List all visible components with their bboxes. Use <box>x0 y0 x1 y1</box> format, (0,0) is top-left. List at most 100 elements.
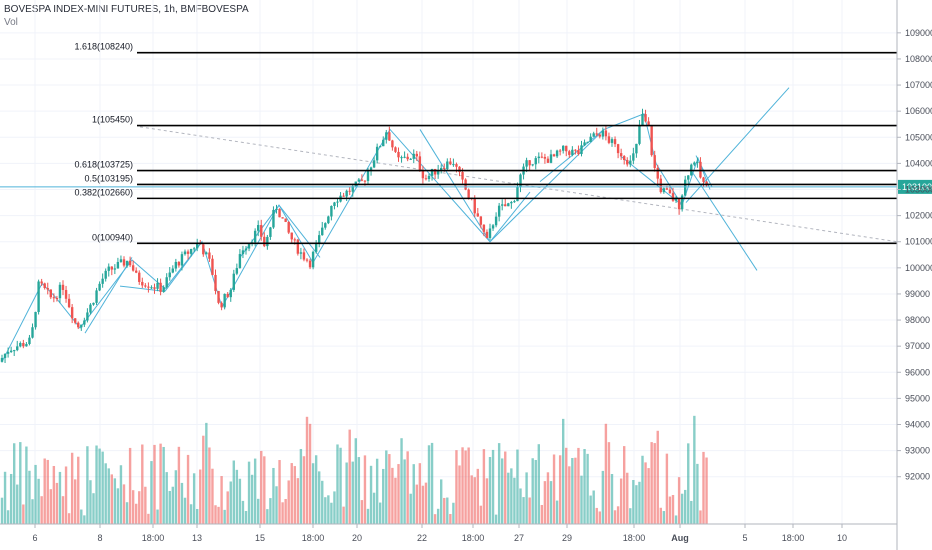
volume-bar <box>235 469 239 524</box>
volume-bar <box>409 493 412 524</box>
candle-body <box>595 133 598 135</box>
candle-body <box>247 243 251 249</box>
candle-body <box>19 343 22 347</box>
volume-bars <box>0 415 708 524</box>
volume-bar <box>491 449 495 524</box>
trend-line <box>84 257 133 334</box>
candle-body <box>159 282 162 292</box>
candle-body <box>153 287 156 289</box>
candle-body <box>665 188 669 190</box>
candle-body <box>260 225 263 237</box>
volume-bar <box>232 460 235 524</box>
candle-body <box>40 281 43 284</box>
candle-body <box>382 139 385 147</box>
candle-body <box>491 225 495 229</box>
candle-body <box>67 298 71 308</box>
volume-bar <box>473 477 476 524</box>
volume-bar <box>342 506 345 524</box>
volume-bar <box>494 514 498 524</box>
candle-body <box>58 284 62 299</box>
volume-bar <box>257 498 260 524</box>
candle-body <box>156 282 159 289</box>
candle-body <box>687 175 690 180</box>
candle-body <box>549 154 553 163</box>
x-tick-label: 6 <box>32 533 37 543</box>
candle-body <box>632 153 635 161</box>
candle-body <box>592 133 595 137</box>
volume-bar <box>375 458 379 524</box>
volume-bar <box>562 418 565 524</box>
candle-body <box>635 143 638 154</box>
volume-bar <box>324 497 327 524</box>
volume-bar <box>516 449 519 524</box>
volume-bar <box>583 449 586 524</box>
candle-body <box>192 248 196 250</box>
candle-body <box>31 327 34 338</box>
x-tick-label: 22 <box>417 533 427 543</box>
candle-body <box>440 167 443 171</box>
candle-body <box>345 190 348 197</box>
volume-bar <box>318 471 321 524</box>
candle-body <box>537 156 540 159</box>
candle-body <box>580 145 583 155</box>
volume-bar <box>580 475 583 524</box>
candle-body <box>680 195 684 210</box>
volume-bar <box>348 429 351 524</box>
volume-bar <box>690 500 693 524</box>
dashed-trend-line <box>139 126 898 243</box>
candle-body <box>22 343 25 347</box>
volume-bar <box>135 503 138 524</box>
candle-body <box>238 254 242 269</box>
volume-bar <box>6 510 10 524</box>
volume-bar <box>693 415 696 524</box>
volume-bar <box>574 457 577 524</box>
candle-body <box>626 159 629 165</box>
volume-bar <box>284 498 287 524</box>
volume-bar <box>632 480 635 524</box>
volume-bar <box>671 494 675 524</box>
candle-body <box>293 239 296 241</box>
volume-bar <box>86 446 89 524</box>
volume-bar <box>226 491 229 524</box>
candle-body <box>333 202 336 206</box>
candle-body <box>196 242 199 249</box>
candle-body <box>296 239 300 254</box>
candle-body <box>180 254 184 266</box>
candle-body <box>55 297 59 299</box>
fib-level-label: 0.382(102660) <box>74 187 133 197</box>
candle-body <box>510 201 513 204</box>
candle-body <box>504 204 507 207</box>
trend-line <box>278 204 321 258</box>
grid <box>0 0 897 524</box>
volume-bar <box>55 482 59 524</box>
volume-bar <box>186 454 190 524</box>
volume-bar <box>244 510 248 524</box>
candle-body <box>568 151 571 155</box>
volume-bar <box>568 466 571 524</box>
candle-body <box>208 252 211 259</box>
candle-body <box>403 156 406 158</box>
volume-bar <box>211 468 214 524</box>
volume-bar <box>601 470 605 524</box>
volume-bar <box>427 445 431 524</box>
volume-bar <box>83 515 86 524</box>
volume-bar <box>659 507 662 524</box>
volume-bar <box>110 474 113 524</box>
volume-bar <box>238 478 242 524</box>
volume-bar <box>107 468 110 524</box>
volume-bar <box>275 486 278 524</box>
candle-body <box>497 205 501 217</box>
candle-body <box>272 209 275 228</box>
y-tick-label: 95000 <box>905 393 930 403</box>
volume-bar <box>171 486 174 524</box>
volume-bar <box>168 490 171 524</box>
volume-bar <box>418 463 422 524</box>
candle-body <box>95 290 98 303</box>
volume-bar <box>290 463 293 524</box>
price-badge-label: 103100 <box>902 182 932 192</box>
candle-body <box>555 150 559 157</box>
volume-bar <box>366 508 370 524</box>
volume-bar <box>464 450 467 524</box>
